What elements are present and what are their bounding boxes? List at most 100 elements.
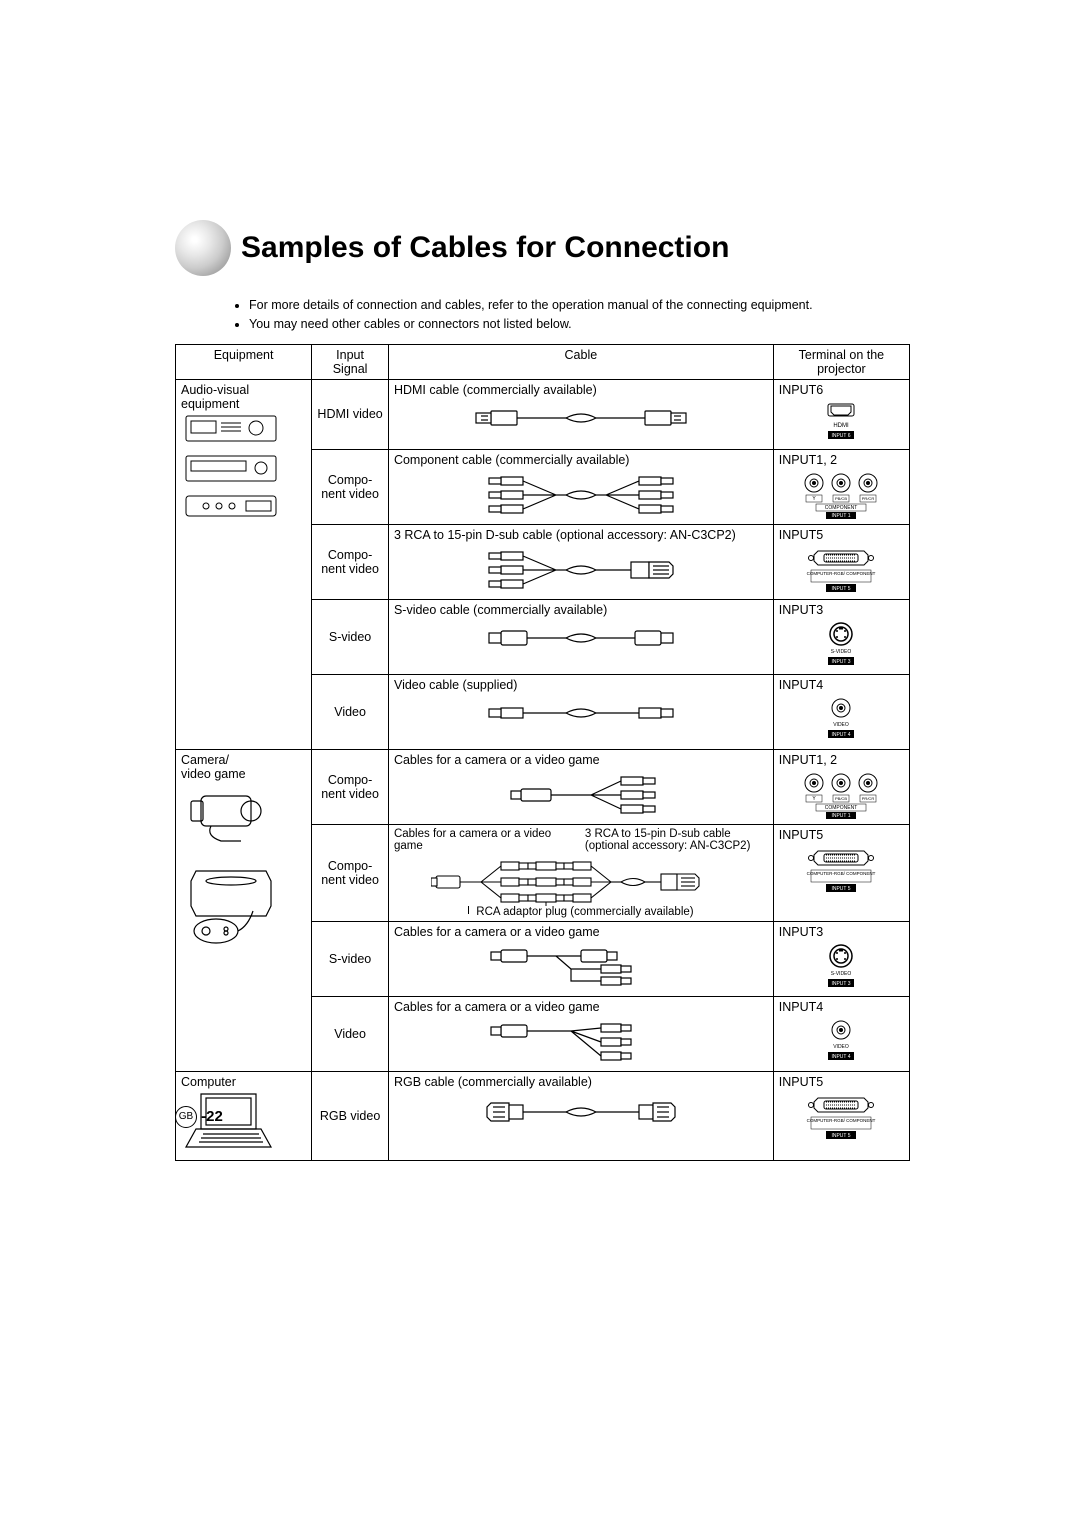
cable-cam-component: Cables for a camera or a video game (388, 749, 773, 824)
cable-cam-dsub-label-b: 3 RCA to 15-pin D-sub cable (optional ac… (577, 828, 768, 852)
svideo-cable-icon (471, 623, 691, 653)
video-cable-icon (471, 698, 691, 728)
terminal-input12-label: INPUT1, 2 (779, 453, 837, 467)
dsub-port-icon: COMPUTER-RGB/ COMPONENT INPUT 5 (796, 546, 886, 596)
terminal-input3b-label: INPUT3 (779, 925, 823, 939)
page-title: Samples of Cables for Connection (241, 231, 729, 265)
svg-text:PB/CB: PB/CB (835, 496, 847, 501)
page: Samples of Cables for Connection For mor… (0, 0, 1080, 1528)
camcorder-icon (181, 781, 281, 951)
equipment-av-cell: Audio-visual equipment (176, 379, 312, 749)
terminal-input12: INPUT1, 2 Y PB/CB PR/CR COMPONENT (773, 449, 909, 524)
svg-text:S-VIDEO: S-VIDEO (831, 649, 852, 655)
svg-text:COMPUTER-RGB/ COMPONENT: COMPUTER-RGB/ COMPONENT (807, 1118, 876, 1123)
cam-to-rca3-icon (471, 773, 691, 818)
cable-hdmi: HDMI cable (commercially available) (388, 379, 773, 449)
svg-text:VIDEO: VIDEO (834, 722, 850, 728)
terminal-input4b-label: INPUT4 (779, 1000, 823, 1014)
terminal-input5b: INPUT5 COMPUTER-RGB/ COMPONENT INPUT 5 (773, 824, 909, 921)
svg-text:INPUT 1: INPUT 1 (832, 813, 851, 819)
title-orb-icon (175, 220, 231, 276)
svg-text:PR/CR: PR/CR (862, 496, 875, 501)
cable-adaptor-label: RCA adaptor plug (commercially available… (476, 906, 693, 918)
terminal-input3: INPUT3 S-VIDEO INPUT 3 (773, 599, 909, 674)
cam-to-rca-adaptor-dsub-icon (431, 858, 731, 906)
title-row: Samples of Cables for Connection (175, 220, 920, 276)
signal-video2: Video (312, 996, 389, 1071)
svg-text:INPUT 4: INPUT 4 (832, 732, 851, 738)
cable-cam-component-label: Cables for a camera or a video game (394, 753, 600, 767)
svg-text:INPUT 4: INPUT 4 (832, 1054, 851, 1060)
equipment-computer-label: Computer (181, 1075, 236, 1089)
cable-3rca-dsub: 3 RCA to 15-pin D-sub cable (optional ac… (388, 524, 773, 599)
terminal-input5c-label: INPUT5 (779, 1075, 823, 1089)
svg-text:INPUT 5: INPUT 5 (832, 586, 851, 592)
equipment-camera-label: Camera/ video game (181, 753, 246, 781)
component-port-icon: Y PB/CB PR/CR COMPONENT INPUT 1 (796, 471, 886, 521)
note-item: For more details of connection and cable… (249, 296, 920, 315)
page-number: -22 (201, 1108, 223, 1125)
signal-component3: Compo- nent video (312, 749, 389, 824)
cable-cam-dsub-label-a: Cables for a camera or a video game (394, 828, 577, 852)
notes-list: For more details of connection and cable… (195, 296, 920, 334)
terminal-input3-label: INPUT3 (779, 603, 823, 617)
svg-text:COMPONENT: COMPONENT (825, 505, 858, 511)
rca-port-icon: VIDEO INPUT 4 (806, 696, 876, 746)
svg-text:INPUT 6: INPUT 6 (832, 433, 851, 439)
svg-text:VIDEO: VIDEO (834, 1044, 850, 1050)
cable-3rca-dsub-label: 3 RCA to 15-pin D-sub cable (optional ac… (394, 528, 736, 542)
svg-text:INPUT 5: INPUT 5 (832, 886, 851, 892)
hdmi-cable-icon (471, 403, 691, 433)
cables-table: Equipment Input Signal Cable Terminal on… (175, 344, 910, 1161)
note-item: You may need other cables or connectors … (249, 315, 920, 334)
svg-text:COMPUTER-RGB/ COMPONENT: COMPUTER-RGB/ COMPONENT (807, 571, 876, 576)
terminal-input4b: INPUT4 VIDEO INPUT 4 (773, 996, 909, 1071)
terminal-input4-label: INPUT4 (779, 678, 823, 692)
svg-text:HDMI: HDMI (834, 423, 850, 429)
cable-cam-video-label: Cables for a camera or a video game (394, 1000, 600, 1014)
cam-to-rca-icon (471, 1020, 691, 1065)
terminal-input5c: INPUT5 COMPUTER-RGB/ COMPONENT INPUT 5 (773, 1071, 909, 1160)
hdmi-port-icon: HDMI INPUT 6 (806, 401, 876, 446)
signal-hdmi: HDMI video (312, 379, 389, 449)
cable-hdmi-label: HDMI cable (commercially available) (394, 383, 597, 397)
component-cable-icon (471, 473, 691, 518)
terminal-input5b-label: INPUT5 (779, 828, 823, 842)
equipment-av-label: Audio-visual equipment (181, 383, 249, 411)
terminal-input3b: INPUT3 S-VIDEO INPUT 3 (773, 921, 909, 996)
terminal-input12b-label: INPUT1, 2 (779, 753, 837, 767)
equipment-camera-cell: Camera/ video game (176, 749, 312, 1071)
signal-component4: Compo- nent video (312, 824, 389, 921)
svideo-port-icon: S-VIDEO INPUT 3 (806, 621, 876, 671)
cable-cam-svideo: Cables for a camera or a video game (388, 921, 773, 996)
svg-text:COMPUTER-RGB/ COMPONENT: COMPUTER-RGB/ COMPONENT (807, 871, 876, 876)
terminal-input6-label: INPUT6 (779, 383, 823, 397)
th-equipment: Equipment (176, 344, 312, 379)
cable-cam-video: Cables for a camera or a video game (388, 996, 773, 1071)
cable-svideo-label: S-video cable (commercially available) (394, 603, 607, 617)
th-cable: Cable (388, 344, 773, 379)
signal-svideo2: S-video (312, 921, 389, 996)
signal-rgb: RGB video (312, 1071, 389, 1160)
svg-text:PR/CR: PR/CR (862, 796, 875, 801)
dsub-port-icon: COMPUTER-RGB/ COMPONENT INPUT 5 (796, 1093, 886, 1143)
gb-region-icon: GB (175, 1106, 197, 1128)
terminal-input4: INPUT4 VIDEO INPUT 4 (773, 674, 909, 749)
cable-rgb: RGB cable (commercially available) (388, 1071, 773, 1160)
svg-text:S-VIDEO: S-VIDEO (831, 971, 852, 977)
svg-text:INPUT 3: INPUT 3 (832, 981, 851, 987)
terminal-input5-label: INPUT5 (779, 528, 823, 542)
cable-component-label: Component cable (commercially available) (394, 453, 630, 467)
cam-to-svideo-rca-icon (471, 945, 691, 990)
cable-rgb-label: RGB cable (commercially available) (394, 1075, 592, 1089)
signal-video: Video (312, 674, 389, 749)
svg-text:INPUT 5: INPUT 5 (832, 1133, 851, 1139)
signal-component: Compo- nent video (312, 449, 389, 524)
svideo-port-icon: S-VIDEO INPUT 3 (806, 943, 876, 993)
dsub-port-icon: COMPUTER-RGB/ COMPONENT INPUT 5 (796, 846, 886, 896)
cable-cam-dsub: Cables for a camera or a video game 3 RC… (388, 824, 773, 921)
signal-svideo: S-video (312, 599, 389, 674)
svg-text:PB/CB: PB/CB (835, 796, 847, 801)
vga-cable-icon (471, 1095, 691, 1130)
svg-text:COMPONENT: COMPONENT (825, 805, 858, 811)
